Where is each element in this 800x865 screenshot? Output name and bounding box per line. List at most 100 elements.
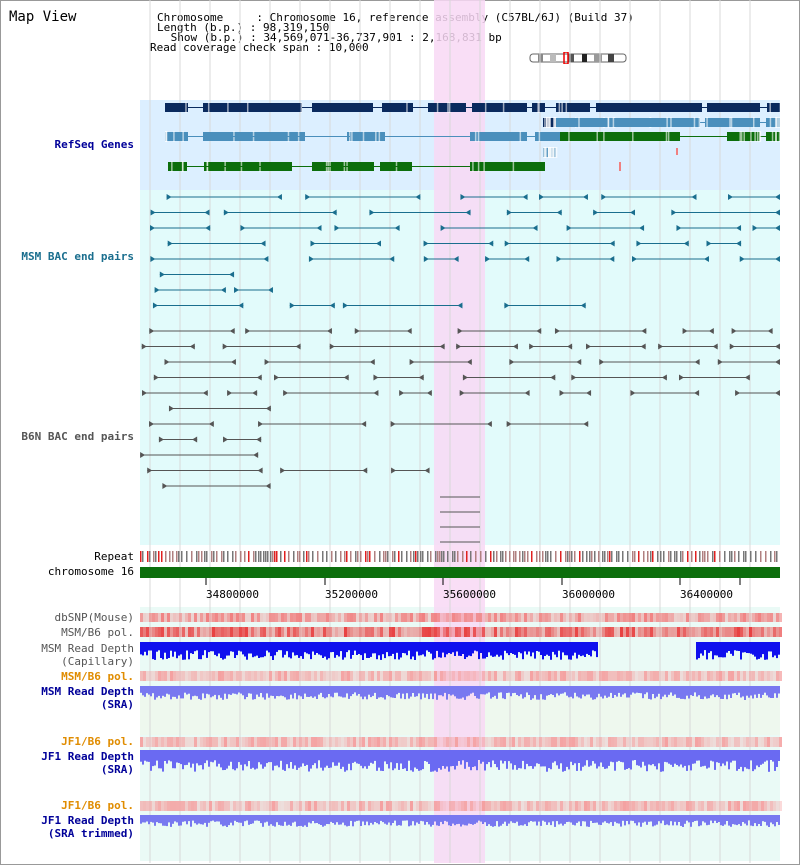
jf1-depth-sra-bar	[542, 750, 544, 767]
msm-depth-sra-bar	[468, 686, 470, 696]
jf1-b6-pol-cell	[710, 801, 713, 811]
msm-depth-sra-bar	[494, 686, 496, 696]
jf1-depth-sra-bar	[612, 750, 614, 763]
jf1-b6-pol-cell	[593, 801, 596, 811]
jf1-b6-pol-cell	[764, 801, 767, 811]
msm-bac-pair-end	[150, 209, 156, 216]
msm-bac-pair-end	[331, 209, 337, 216]
jf1-depth-trim-bar	[164, 815, 166, 826]
jf1-depth-sra-bar	[258, 750, 260, 763]
jf1-depth-sra-bar	[190, 750, 192, 768]
repeat-feature	[462, 551, 464, 562]
msm-depth-sra-bar	[488, 686, 490, 693]
msm-b6-pol-cell	[596, 627, 599, 637]
jf1-b6-pol-cell	[371, 801, 374, 811]
b6n-bac-pair-end	[265, 483, 271, 489]
msm-depth-cap-bar	[184, 642, 186, 660]
dbsnp-cell	[593, 613, 596, 622]
jf1-depth-sra-bar	[160, 750, 162, 769]
msm-depth-cap-bar	[146, 642, 148, 656]
msm-depth-sra-bar	[270, 686, 272, 696]
jf1-depth-sra-bar	[478, 750, 480, 760]
msm-depth-sra-bar	[188, 686, 190, 694]
msm-b6-pol-cell	[272, 671, 275, 681]
gene-exon-boundary	[778, 131, 781, 142]
msm-depth-sra-bar	[286, 686, 288, 700]
msm-depth-sra-bar	[264, 686, 266, 700]
msm-b6-pol-cell	[683, 671, 686, 681]
msm-depth-sra-bar	[730, 686, 732, 698]
msm-depth-sra-bar	[748, 686, 750, 698]
b6n-bac-pair-end	[253, 452, 259, 458]
repeat-feature	[312, 551, 314, 562]
msm-depth-cap-bar	[770, 642, 772, 652]
msm-b6-pol-cell	[581, 627, 584, 637]
repeat-feature	[707, 551, 709, 562]
msm-b6-pol-cell	[701, 671, 704, 681]
jf1-b6-pol-cell	[422, 737, 425, 747]
dbsnp-cell	[695, 613, 698, 622]
msm-b6-pol-cell	[638, 671, 641, 681]
msm-b6-pol-cell	[338, 627, 341, 637]
gene-exon-boundary	[758, 131, 761, 142]
msm-b6-pol-cell	[200, 627, 203, 637]
jf1-depth-sra-bar	[416, 750, 418, 769]
track-label-refseq[interactable]: RefSeq Genes	[54, 138, 134, 151]
jf1-b6-pol-cell	[551, 801, 554, 811]
jf1-depth-sra-bar	[492, 750, 494, 761]
jf1-b6-pol-cell	[611, 737, 614, 747]
chromosome-ideogram[interactable]	[528, 52, 630, 64]
track-label-msm-bac[interactable]: MSM BAC end pairs	[21, 250, 134, 263]
jf1-b6-pol-cell	[473, 737, 476, 747]
msm-depth-sra-bar	[372, 686, 374, 696]
gene-exon-boundary	[565, 102, 568, 113]
jf1-depth-trim-bar	[264, 815, 266, 823]
msm-depth-cap-bar	[194, 642, 196, 652]
dbsnp-cell	[629, 613, 632, 622]
msm-depth-cap-bar	[542, 642, 544, 660]
jf1-depth-trim-bar	[704, 815, 706, 823]
jf1-b6-pol-cell	[584, 737, 587, 747]
b6n-bac-pair-end	[536, 328, 542, 334]
repeat-feature	[466, 551, 468, 562]
jf1-depth-trim-bar	[252, 815, 254, 824]
dbsnp-cell	[701, 613, 704, 622]
msm-depth-sra-bar	[376, 686, 378, 699]
jf1-depth-sra-bar	[506, 750, 508, 769]
dbsnp-cell	[344, 613, 347, 622]
msm-b6-pol-cell	[527, 627, 530, 637]
dbsnp-cell	[149, 613, 152, 622]
track-label-msm-depth-cap: MSM Read Depth	[41, 642, 134, 655]
jf1-depth-sra-bar	[532, 750, 534, 769]
track-label-b6n-bac[interactable]: B6N BAC end pairs	[21, 430, 134, 443]
msm-b6-pol-cell	[260, 627, 263, 637]
repeat-feature	[650, 551, 652, 562]
jf1-b6-pol-cell	[695, 801, 698, 811]
jf1-b6-pol-cell	[311, 737, 314, 747]
jf1-depth-trim-bar	[330, 815, 332, 822]
jf1-depth-sra-bar	[312, 750, 314, 766]
msm-depth-sra-bar	[666, 686, 668, 698]
jf1-depth-trim-bar	[140, 815, 142, 824]
jf1-depth-trim-bar	[588, 815, 590, 827]
msm-b6-pol-cell	[707, 671, 710, 681]
jf1-b6-pol-cell	[314, 801, 317, 811]
jf1-depth-sra-bar	[326, 750, 328, 766]
msm-bac-pair-end	[238, 302, 244, 309]
msm-depth-sra-bar	[426, 686, 428, 694]
msm-bac-pair-end	[485, 256, 491, 262]
jf1-b6-pol-cell	[221, 801, 224, 811]
jf1-depth-trim-bar	[162, 815, 164, 826]
dbsnp-cell	[413, 613, 416, 622]
jf1-depth-sra-bar	[434, 750, 436, 771]
repeat-feature	[270, 551, 272, 562]
repeat-feature	[263, 551, 265, 562]
repeat-feature	[565, 551, 567, 562]
repeat-feature	[213, 551, 215, 562]
msm-b6-pol-cell	[221, 627, 224, 637]
jf1-depth-trim-bar	[372, 815, 374, 825]
msm-depth-cap-bar	[740, 642, 742, 660]
msm-depth-sra-bar	[194, 686, 196, 696]
jf1-b6-pol-cell	[635, 737, 638, 747]
